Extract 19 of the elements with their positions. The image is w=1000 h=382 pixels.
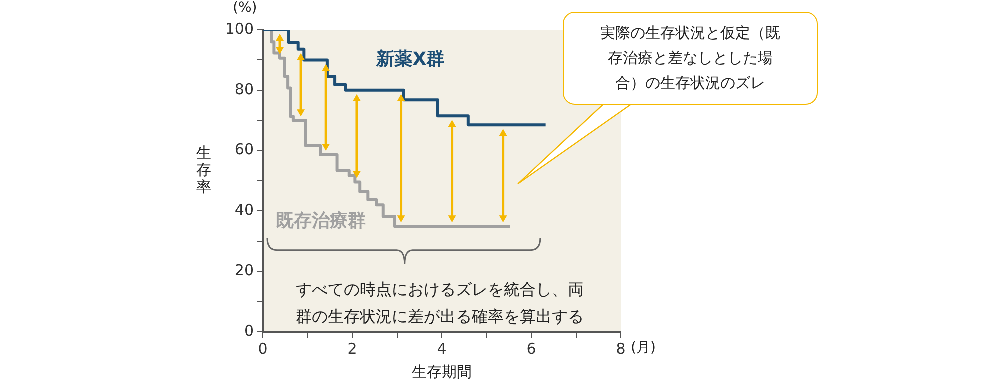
- x-axis-title: 生存期間: [412, 362, 472, 381]
- x-tick-label: 6: [526, 340, 536, 358]
- y-tick-label: 0: [244, 322, 254, 340]
- x-tick-label: 8: [616, 340, 626, 358]
- y-tick-label: 80: [234, 80, 254, 98]
- x-tick-label: 2: [348, 340, 358, 358]
- series-label: 新薬X群: [376, 48, 445, 70]
- y-tick-label: 60: [234, 140, 254, 159]
- y-tick-label: 100: [225, 20, 254, 38]
- y-axis-title: 生存率: [196, 144, 212, 196]
- y-tick-label: 40: [234, 201, 254, 220]
- text: (%): [233, 0, 258, 16]
- series-label: 既存治療群: [276, 210, 366, 232]
- x-tick-label: 4: [437, 340, 447, 358]
- annotation: すべての時点におけるズレを統合し、両群の生存状況に差が出る確率を算出する: [294, 279, 585, 328]
- y-tick-label: 20: [234, 261, 254, 280]
- x-tick-label: 0: [258, 340, 268, 358]
- annotation: 実際の生存状況と仮定（既存治療と差なしとした場合）の生存状況のズレ: [600, 23, 782, 94]
- text: (月): [631, 339, 656, 357]
